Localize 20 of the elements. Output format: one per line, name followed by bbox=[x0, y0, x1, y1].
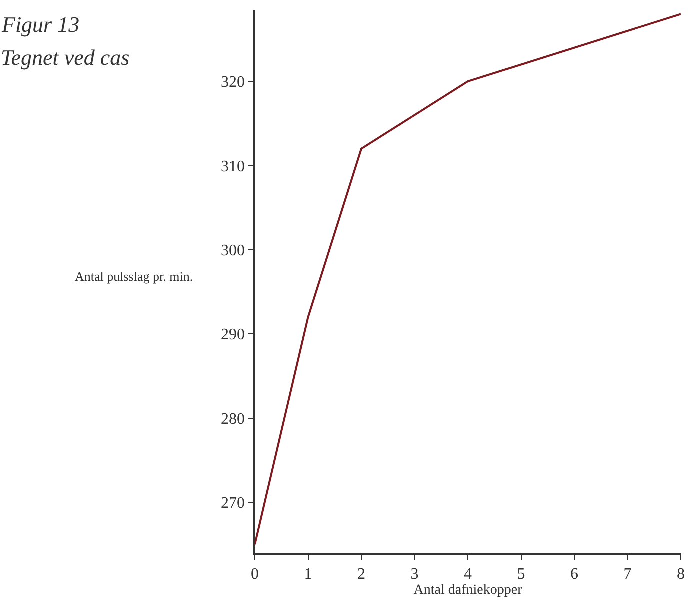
x-tick-label: 1 bbox=[304, 566, 312, 583]
text: Tegnet ved cas bbox=[1, 45, 130, 70]
y-axis-title: Antal pulsslag pr. min. bbox=[75, 269, 194, 284]
y-tick-label: 320 bbox=[221, 74, 246, 92]
line-series bbox=[255, 13, 681, 546]
y-tick-label: 280 bbox=[221, 410, 246, 428]
y-tick-label: 270 bbox=[221, 495, 246, 512]
x-tick-label: 2 bbox=[358, 566, 366, 583]
x-tick-label: 8 bbox=[677, 566, 685, 583]
y-tick-label: 310 bbox=[221, 158, 246, 176]
x-tick-label: 7 bbox=[624, 566, 632, 583]
x-axis-title: Antal dafniekopper bbox=[414, 582, 523, 598]
x-tick-label: 0 bbox=[251, 566, 259, 583]
text: Figur 13 bbox=[1, 12, 80, 37]
x-tick-label: 4 bbox=[464, 566, 472, 583]
x-tick-label: 3 bbox=[410, 566, 419, 583]
x-tick-label: 5 bbox=[517, 566, 526, 583]
y-tick-label: 290 bbox=[221, 326, 246, 344]
x-tick-label: 6 bbox=[570, 566, 578, 583]
y-tick-label: 300 bbox=[221, 242, 246, 260]
